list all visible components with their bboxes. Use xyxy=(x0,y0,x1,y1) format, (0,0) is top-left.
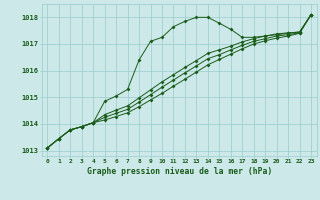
X-axis label: Graphe pression niveau de la mer (hPa): Graphe pression niveau de la mer (hPa) xyxy=(87,167,272,176)
